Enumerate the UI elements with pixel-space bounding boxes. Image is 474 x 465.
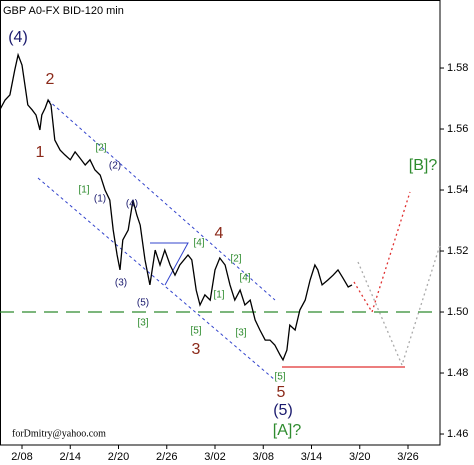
wave-label: (2) [109,161,121,172]
wave-label: [2] [230,254,241,265]
x-tick-label: 3/26 [397,451,418,463]
x-tick-label: 3/02 [204,451,225,463]
wave-label: [A]? [273,422,302,439]
y-tick-label: 1.52 [447,245,468,257]
plot-frame [0,0,441,446]
wave-label: (1) [94,194,106,205]
wave-label: 5 [277,384,286,401]
y-tick-label: 1.46 [447,428,468,440]
x-tick-label: 2/08 [11,451,32,463]
projection-gray [357,244,441,367]
x-tick-label: 2/20 [108,451,129,463]
wave-label: 1 [36,144,45,161]
wave-label: [4] [193,238,204,249]
wave-label: (4) [126,199,138,210]
wave-label: [1] [213,290,224,301]
y-tick-label: 1.58 [447,62,468,74]
footer: forDmitry@yahoo.com [12,428,106,439]
wave-label: (5) [137,298,149,309]
wave-label: (5) [273,402,293,419]
channel-lower [37,177,276,381]
wave-label: [3] [137,318,148,329]
channel-upper [47,99,276,301]
wave-label: 3 [192,341,201,358]
x-tick-label: 3/14 [301,451,322,463]
chart-title: GBP A0-FX BID-120 min [3,5,124,17]
x-tick-label: 3/20 [349,451,370,463]
wave-label: [5] [190,326,201,337]
y-tick-label: 1.50 [447,306,468,318]
y-tick-label: 1.48 [447,367,468,379]
wave-label: [1] [78,185,89,196]
y-tick-label: 1.56 [447,123,468,135]
wave-label: [4] [239,273,250,284]
wave-label: (4) [8,29,28,46]
wave-label: [2] [95,143,106,154]
y-tick-label: 1.54 [447,184,468,196]
x-tick-label: 2/26 [156,451,177,463]
wave-label: [B]? [409,157,438,174]
x-tick-label: 3/08 [253,451,274,463]
price-line [0,52,353,362]
wave-label: [3] [235,328,246,339]
wave-label: (3) [115,278,127,289]
x-tick-label: 2/14 [60,451,81,463]
wave-label: 4 [215,225,224,242]
wave-label: [5] [274,372,285,383]
projection-red [353,191,411,314]
wave-label: 2 [46,71,55,88]
